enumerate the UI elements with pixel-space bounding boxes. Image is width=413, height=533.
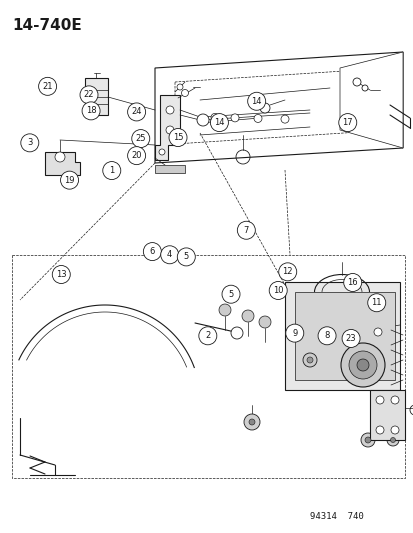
Polygon shape — [284, 282, 399, 390]
Text: 5: 5 — [183, 253, 188, 261]
Circle shape — [181, 90, 188, 96]
Circle shape — [52, 265, 70, 284]
Text: 3: 3 — [27, 139, 32, 147]
Circle shape — [302, 353, 316, 367]
Circle shape — [306, 357, 312, 363]
Circle shape — [390, 426, 398, 434]
Circle shape — [159, 149, 165, 155]
Circle shape — [259, 316, 271, 328]
Text: 1: 1 — [109, 166, 114, 175]
Circle shape — [375, 426, 383, 434]
Text: 11: 11 — [370, 298, 381, 307]
Text: 8: 8 — [324, 332, 329, 340]
Circle shape — [243, 414, 259, 430]
Circle shape — [361, 85, 367, 91]
Text: 7: 7 — [243, 226, 248, 235]
Circle shape — [390, 396, 398, 404]
Circle shape — [169, 128, 187, 147]
Circle shape — [102, 161, 121, 180]
Text: 25: 25 — [135, 134, 146, 143]
Circle shape — [166, 106, 173, 114]
Circle shape — [60, 171, 78, 189]
Polygon shape — [154, 165, 185, 173]
Circle shape — [55, 152, 65, 162]
Polygon shape — [294, 292, 394, 380]
Text: 2: 2 — [205, 332, 210, 340]
Text: 18: 18 — [85, 107, 96, 115]
Circle shape — [230, 114, 238, 122]
Polygon shape — [154, 95, 180, 160]
Text: 9: 9 — [292, 329, 297, 337]
Text: 94314  740: 94314 740 — [309, 512, 363, 521]
Circle shape — [389, 438, 394, 442]
Circle shape — [259, 103, 269, 113]
Circle shape — [131, 130, 150, 148]
Circle shape — [341, 329, 359, 348]
Text: 14: 14 — [251, 97, 261, 106]
Circle shape — [82, 102, 100, 120]
Circle shape — [127, 147, 145, 165]
Text: 17: 17 — [342, 118, 352, 127]
Circle shape — [348, 351, 376, 379]
Text: 15: 15 — [172, 133, 183, 142]
Polygon shape — [85, 78, 108, 115]
Text: 23: 23 — [345, 334, 356, 343]
Circle shape — [242, 310, 254, 322]
Circle shape — [177, 84, 183, 90]
Circle shape — [356, 359, 368, 371]
Circle shape — [21, 134, 39, 152]
Text: 5: 5 — [228, 290, 233, 298]
Circle shape — [254, 115, 261, 123]
Circle shape — [386, 434, 398, 446]
Circle shape — [143, 243, 161, 261]
Circle shape — [197, 114, 209, 126]
Text: 14: 14 — [214, 118, 224, 127]
Circle shape — [177, 248, 195, 266]
Text: 20: 20 — [131, 151, 142, 160]
Circle shape — [373, 328, 381, 336]
Circle shape — [247, 92, 265, 110]
Circle shape — [268, 281, 287, 300]
Text: 24: 24 — [131, 108, 142, 116]
Circle shape — [375, 396, 383, 404]
Circle shape — [367, 294, 385, 312]
Polygon shape — [369, 390, 404, 440]
Circle shape — [218, 304, 230, 316]
Circle shape — [352, 78, 360, 86]
Circle shape — [211, 114, 218, 122]
Text: 10: 10 — [272, 286, 283, 295]
Text: 13: 13 — [56, 270, 66, 279]
Circle shape — [285, 324, 303, 342]
Text: 12: 12 — [282, 268, 292, 276]
Circle shape — [80, 86, 98, 104]
Circle shape — [221, 285, 240, 303]
Circle shape — [343, 273, 361, 292]
Circle shape — [317, 327, 335, 345]
Circle shape — [210, 114, 228, 132]
Circle shape — [278, 263, 296, 281]
Text: 22: 22 — [83, 91, 94, 99]
Text: 4: 4 — [167, 251, 172, 259]
Circle shape — [360, 433, 374, 447]
Circle shape — [230, 327, 242, 339]
Circle shape — [280, 115, 288, 123]
Circle shape — [166, 126, 173, 134]
Circle shape — [198, 327, 216, 345]
Polygon shape — [339, 52, 402, 148]
Circle shape — [340, 343, 384, 387]
Circle shape — [338, 114, 356, 132]
Text: 19: 19 — [64, 176, 75, 184]
Polygon shape — [45, 152, 80, 175]
Circle shape — [237, 221, 255, 239]
Circle shape — [160, 246, 178, 264]
Text: 6: 6 — [150, 247, 154, 256]
Text: 21: 21 — [42, 82, 53, 91]
Circle shape — [38, 77, 57, 95]
Text: 16: 16 — [347, 278, 357, 287]
Text: 14-740E: 14-740E — [12, 18, 81, 33]
Circle shape — [364, 437, 370, 443]
Circle shape — [248, 419, 254, 425]
Circle shape — [127, 103, 145, 121]
